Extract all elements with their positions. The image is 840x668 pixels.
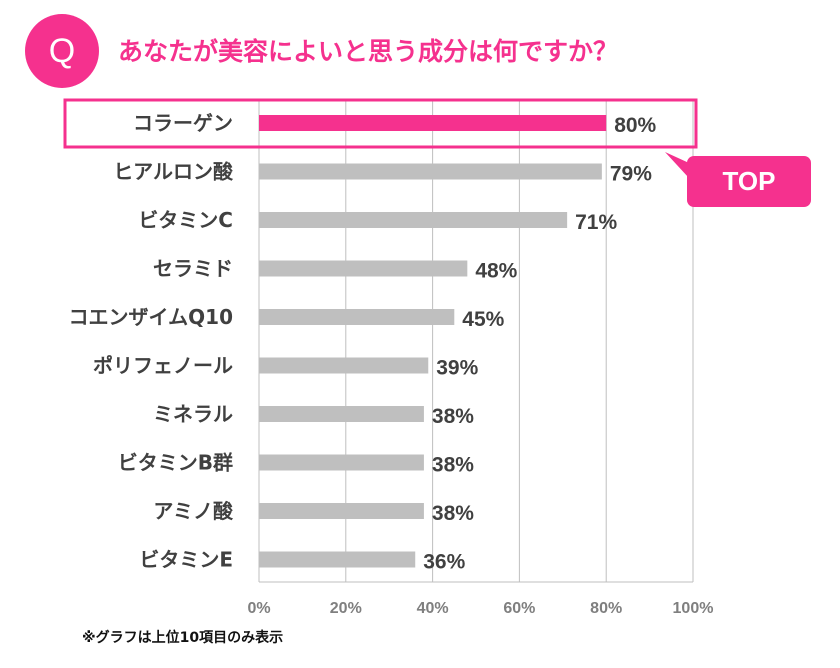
- category-label: アミノ酸: [153, 499, 234, 523]
- data-label: 48%: [475, 260, 517, 283]
- bar: [259, 454, 424, 471]
- footnote: ※グラフは上位10項目のみ表示: [82, 630, 284, 646]
- category-label: コラーゲン: [133, 111, 233, 135]
- category-label: ビタミンE: [139, 548, 233, 572]
- data-label: 38%: [432, 405, 474, 428]
- x-tick-label: 80%: [590, 600, 622, 617]
- category-label: セラミド: [153, 257, 233, 281]
- bar: [259, 406, 424, 422]
- bar: [259, 551, 416, 568]
- data-label: 38%: [432, 454, 474, 477]
- x-tick-label: 0%: [247, 600, 270, 617]
- category-label: コエンザイムQ10: [69, 305, 233, 329]
- category-label: ポリフェノール: [93, 354, 233, 378]
- data-label: 36%: [423, 551, 465, 574]
- x-tick-label: 60%: [503, 600, 535, 617]
- data-label: 45%: [462, 308, 504, 331]
- data-label: 38%: [432, 502, 474, 525]
- bar: [259, 212, 568, 228]
- x-tick-label: 100%: [673, 600, 714, 617]
- data-label: 39%: [436, 357, 478, 380]
- data-label: 79%: [610, 163, 652, 186]
- bar: [259, 260, 468, 277]
- bar: [259, 309, 455, 325]
- bar: [259, 503, 424, 519]
- top-callout: TOP: [687, 156, 811, 207]
- question-badge: Q: [25, 14, 99, 88]
- bar: [259, 163, 602, 180]
- category-label: ミネラル: [153, 402, 233, 426]
- data-label: 80%: [614, 114, 656, 137]
- chart-title: あなたが美容によいと思う成分は何ですか？: [118, 37, 619, 66]
- data-label: 71%: [575, 211, 617, 234]
- bar: [259, 115, 607, 131]
- bar: [259, 357, 429, 374]
- highlight-box: [63, 98, 698, 149]
- category-label: ビタミンB群: [118, 451, 233, 475]
- category-label: ビタミンC: [138, 208, 233, 232]
- x-tick-label: 20%: [330, 600, 362, 617]
- category-label: ヒアルロン酸: [113, 160, 234, 184]
- x-tick-label: 40%: [417, 600, 449, 617]
